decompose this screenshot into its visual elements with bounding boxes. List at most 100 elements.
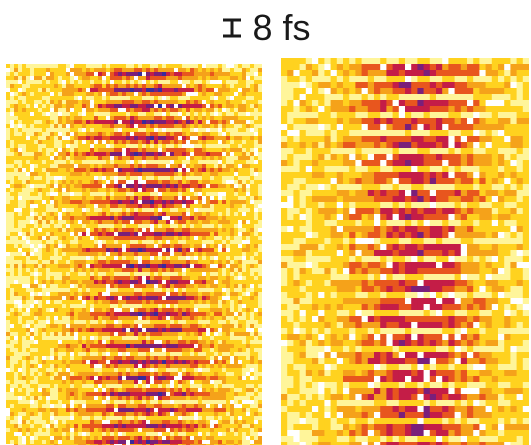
left-heatmap-cell bbox=[162, 152, 167, 157]
left-heatmap-cell bbox=[214, 76, 219, 81]
left-heatmap-cell bbox=[238, 372, 243, 377]
left-heatmap-cell bbox=[222, 112, 227, 117]
left-heatmap-cell bbox=[146, 324, 151, 329]
left-heatmap-cell bbox=[166, 284, 171, 289]
left-heatmap-cell bbox=[190, 68, 195, 73]
left-heatmap-cell bbox=[118, 196, 123, 201]
left-heatmap-cell bbox=[194, 304, 199, 309]
left-heatmap-cell bbox=[106, 236, 111, 241]
left-heatmap-cell bbox=[50, 84, 55, 89]
left-heatmap-cell bbox=[254, 160, 259, 165]
left-heatmap-cell bbox=[90, 360, 95, 365]
left-heatmap-cell bbox=[22, 280, 27, 285]
left-heatmap-cell bbox=[106, 232, 111, 237]
left-heatmap-cell bbox=[34, 344, 39, 349]
left-heatmap-cell bbox=[46, 196, 51, 201]
left-heatmap-cell bbox=[6, 328, 11, 333]
left-heatmap-cell bbox=[242, 88, 247, 93]
left-heatmap-cell bbox=[258, 208, 262, 213]
left-heatmap-cell bbox=[14, 364, 19, 369]
left-heatmap-cell bbox=[66, 324, 71, 329]
left-heatmap-cell bbox=[42, 72, 47, 77]
left-heatmap-cell bbox=[250, 188, 255, 193]
left-heatmap-cell bbox=[38, 332, 43, 337]
left-heatmap-cell bbox=[258, 324, 262, 329]
left-heatmap-cell bbox=[110, 212, 115, 217]
left-heatmap-cell bbox=[10, 288, 15, 293]
left-heatmap-cell bbox=[70, 160, 75, 165]
left-heatmap-cell bbox=[110, 220, 115, 225]
left-heatmap-cell bbox=[54, 204, 59, 209]
left-heatmap-cell bbox=[210, 336, 215, 341]
left-heatmap-cell bbox=[70, 120, 75, 125]
left-heatmap-cell bbox=[166, 220, 171, 225]
left-heatmap-cell bbox=[246, 224, 251, 229]
left-heatmap-cell bbox=[62, 172, 67, 177]
left-heatmap-cell bbox=[46, 200, 51, 205]
left-heatmap-cell bbox=[114, 128, 119, 133]
left-heatmap-cell bbox=[118, 212, 123, 217]
left-heatmap-cell bbox=[54, 308, 59, 313]
left-heatmap-cell bbox=[54, 268, 59, 273]
left-heatmap-cell bbox=[230, 196, 235, 201]
left-heatmap-cell bbox=[234, 332, 239, 337]
left-heatmap-cell bbox=[6, 216, 11, 221]
left-heatmap-cell bbox=[54, 172, 59, 177]
left-heatmap-cell bbox=[66, 304, 71, 309]
left-heatmap-cell bbox=[58, 260, 63, 265]
left-heatmap-cell bbox=[210, 152, 215, 157]
left-heatmap-cell bbox=[214, 152, 219, 157]
left-heatmap-cell bbox=[14, 240, 19, 245]
left-heatmap-cell bbox=[74, 272, 79, 277]
left-heatmap-cell bbox=[234, 268, 239, 273]
left-heatmap-cell bbox=[122, 72, 127, 77]
left-heatmap-cell bbox=[6, 300, 11, 305]
left-heatmap-cell bbox=[162, 308, 167, 313]
left-heatmap-cell bbox=[206, 212, 211, 217]
left-heatmap-cell bbox=[122, 356, 127, 361]
left-heatmap-cell bbox=[46, 188, 51, 193]
left-heatmap-cell bbox=[242, 164, 247, 169]
left-heatmap-cell bbox=[154, 184, 159, 189]
left-heatmap-cell bbox=[186, 188, 191, 193]
left-heatmap-cell bbox=[106, 372, 111, 377]
left-heatmap-cell bbox=[210, 252, 215, 257]
left-heatmap-cell bbox=[138, 168, 143, 173]
left-heatmap-cell bbox=[166, 72, 171, 77]
left-heatmap-cell bbox=[46, 80, 51, 85]
left-heatmap-cell bbox=[138, 224, 143, 229]
left-heatmap-cell bbox=[38, 352, 43, 357]
left-heatmap-cell bbox=[90, 288, 95, 293]
left-heatmap-cell bbox=[154, 300, 159, 305]
left-heatmap-cell bbox=[22, 72, 27, 77]
left-heatmap-cell bbox=[150, 208, 155, 213]
left-heatmap-cell bbox=[102, 336, 107, 341]
left-heatmap-cell bbox=[46, 260, 51, 265]
left-heatmap-cell bbox=[258, 340, 262, 345]
left-heatmap-cell bbox=[198, 148, 203, 153]
left-heatmap-cell bbox=[134, 80, 139, 85]
left-heatmap-cell bbox=[50, 232, 55, 237]
left-heatmap-cell bbox=[182, 184, 187, 189]
left-heatmap-cell bbox=[114, 248, 119, 253]
left-heatmap-cell bbox=[10, 228, 15, 233]
left-heatmap-cell bbox=[150, 112, 155, 117]
left-heatmap-cell bbox=[94, 248, 99, 253]
left-heatmap-cell bbox=[210, 340, 215, 345]
left-heatmap-cell bbox=[162, 288, 167, 293]
left-heatmap-cell bbox=[18, 296, 23, 301]
left-heatmap-cell bbox=[146, 292, 151, 297]
left-heatmap-cell bbox=[190, 192, 195, 197]
left-heatmap-cell bbox=[54, 116, 59, 121]
left-heatmap-cell bbox=[186, 216, 191, 221]
left-heatmap-cell bbox=[150, 84, 155, 89]
left-heatmap-cell bbox=[134, 260, 139, 265]
left-heatmap-cell bbox=[70, 272, 75, 277]
left-heatmap-cell bbox=[234, 340, 239, 345]
left-heatmap-cell bbox=[66, 232, 71, 237]
left-heatmap-cell bbox=[138, 148, 143, 153]
left-heatmap-cell bbox=[146, 216, 151, 221]
left-heatmap-cell bbox=[70, 112, 75, 117]
left-heatmap-cell bbox=[174, 228, 179, 233]
left-heatmap-cell bbox=[82, 320, 87, 325]
